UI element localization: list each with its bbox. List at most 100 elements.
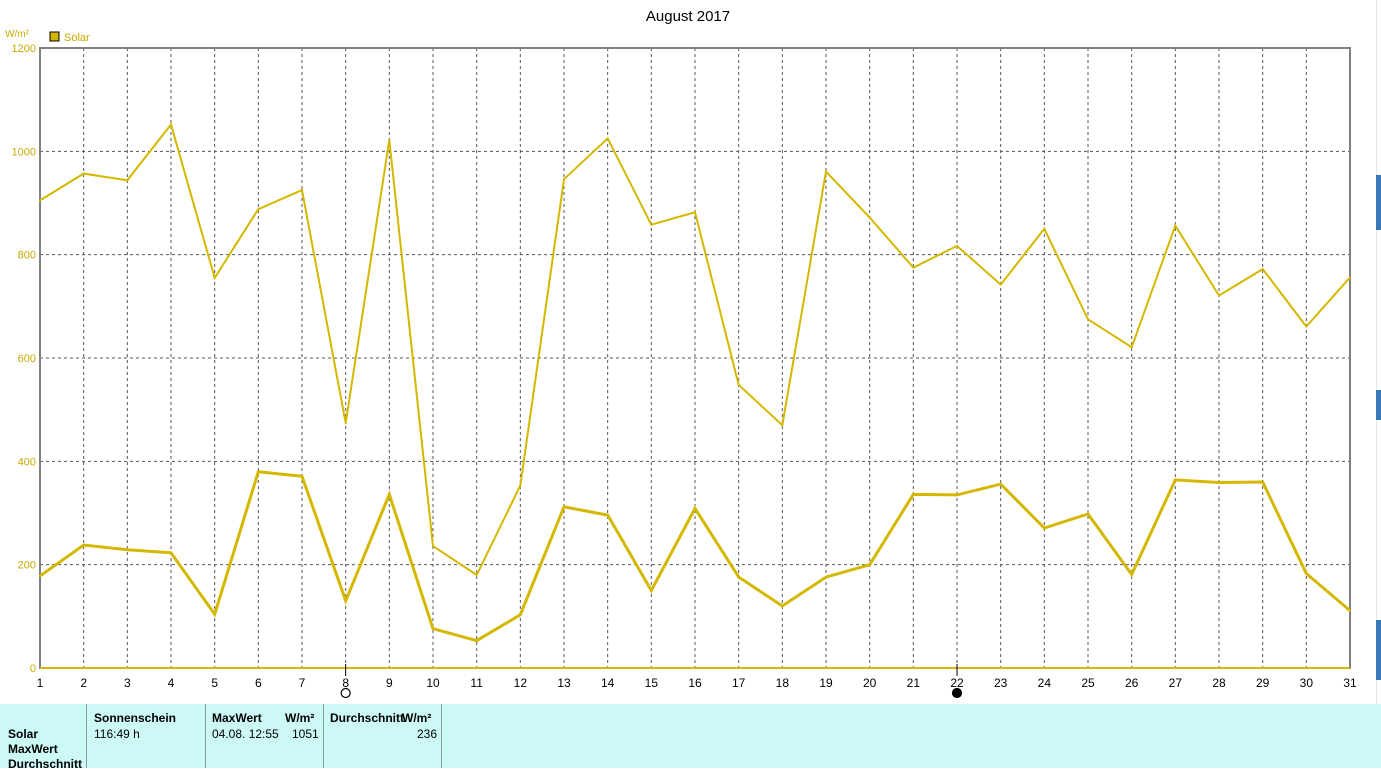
data-point-average (170, 551, 172, 554)
avg-column: Durchschnitt W/m² 236 (324, 704, 441, 768)
x-tick-label: 2 (80, 676, 87, 690)
column-divider (205, 704, 206, 768)
data-point-average (737, 576, 740, 579)
data-point-max (39, 199, 41, 202)
data-point-max (825, 170, 827, 173)
sunshine-column: Sonnenschein 116:49 h (87, 704, 205, 768)
y-tick-label: 800 (18, 250, 36, 262)
data-point-max (432, 545, 434, 548)
y-tick-label: 1000 (12, 146, 36, 158)
data-point-average (563, 505, 565, 508)
row-label-solar: Solar (8, 727, 39, 741)
data-point-average (825, 576, 827, 579)
data-point-max (301, 189, 303, 192)
data-point-max (956, 244, 958, 247)
new-moon-icon (951, 687, 963, 699)
x-tick-label: 13 (557, 676, 571, 690)
x-tick-label: 10 (426, 676, 440, 690)
data-point-max (912, 266, 915, 269)
data-point-average (1218, 481, 1220, 484)
x-tick-label: 28 (1212, 676, 1226, 690)
legend-label-solar: Solar (64, 32, 90, 44)
data-point-average (1174, 478, 1177, 481)
x-tick-label: 14 (601, 676, 615, 690)
x-tick-label: 3 (124, 676, 131, 690)
avg-value: 236 (417, 727, 438, 741)
x-tick-label: 30 (1300, 676, 1314, 690)
x-tick-label: 12 (514, 676, 528, 690)
y-tick-label: 1200 (12, 43, 36, 55)
legend-swatch (49, 31, 60, 42)
data-point-average (257, 470, 260, 473)
data-point-max (999, 283, 1002, 286)
data-point-average (39, 575, 41, 578)
y-tick-label: 400 (18, 456, 36, 468)
x-tick-label: 24 (1038, 676, 1052, 690)
series-line-average (39, 470, 1351, 643)
data-point-max (606, 137, 609, 140)
y-tick-label: 200 (18, 560, 36, 572)
x-tick-label: 1 (37, 676, 44, 690)
data-point-average (1130, 573, 1133, 576)
y-tick-label: 600 (18, 353, 36, 365)
max-date: 04.08. 12:55 (212, 727, 279, 741)
data-point-max (563, 178, 565, 181)
data-point-max (650, 223, 653, 226)
data-point-average (1261, 481, 1264, 483)
y-tick-label: 0 (30, 663, 36, 675)
x-tick-label: 29 (1256, 676, 1270, 690)
data-point-max (737, 383, 740, 386)
data-point-average (388, 493, 391, 496)
column-divider (323, 704, 324, 768)
window-edge (1370, 0, 1381, 768)
max-value: 1051 (292, 727, 319, 741)
x-tick-label: 9 (386, 676, 393, 690)
x-tick-label: 17 (732, 676, 746, 690)
edge-accent-2 (1376, 390, 1381, 420)
data-point-average (301, 475, 303, 478)
data-point-max (126, 179, 129, 182)
max-column: MaxWert W/m² 04.08. 12:55 1051 (206, 704, 323, 768)
data-point-average (213, 613, 216, 616)
x-tick-label: 7 (299, 676, 306, 690)
x-tick-label: 21 (907, 676, 921, 690)
row-label-maxwert: MaxWert (8, 742, 58, 756)
data-point-max (388, 138, 391, 141)
column-divider (441, 704, 442, 768)
data-point-max (1174, 224, 1177, 227)
data-point-average (606, 514, 609, 517)
data-point-max (1218, 294, 1220, 297)
data-point-max (213, 276, 216, 279)
max-header: MaxWert (212, 711, 262, 725)
x-tick-label: 16 (688, 676, 702, 690)
data-point-max (519, 484, 522, 487)
grid (40, 47, 1351, 668)
axes (39, 47, 1351, 669)
sunshine-value: 116:49 h (94, 727, 140, 741)
x-tick-label: 6 (255, 676, 262, 690)
data-point-max (1349, 276, 1351, 279)
data-point-average (1349, 609, 1351, 612)
data-point-average (432, 627, 434, 630)
data-point-average (475, 639, 478, 642)
max-unit: W/m² (285, 711, 315, 725)
data-point-average (126, 548, 129, 551)
chart-title: August 2017 (646, 8, 730, 25)
full-moon-icon (340, 687, 351, 699)
x-tick-label: 19 (819, 676, 833, 690)
statistics-panel: Solar MaxWert Durchschnitt Sonnenschein … (0, 704, 1381, 771)
data-point-max (1261, 268, 1264, 271)
data-point-average (912, 493, 915, 496)
x-tick-label: 23 (994, 676, 1008, 690)
data-point-average (868, 563, 871, 566)
data-point-average (781, 605, 784, 607)
x-tick-label: 4 (168, 676, 175, 690)
data-point-max (475, 574, 478, 576)
data-point-average (999, 483, 1002, 486)
data-point-max (1305, 325, 1308, 328)
data-point-average (956, 493, 958, 496)
sunshine-header: Sonnenschein (94, 711, 177, 725)
data-point-average (344, 599, 347, 602)
